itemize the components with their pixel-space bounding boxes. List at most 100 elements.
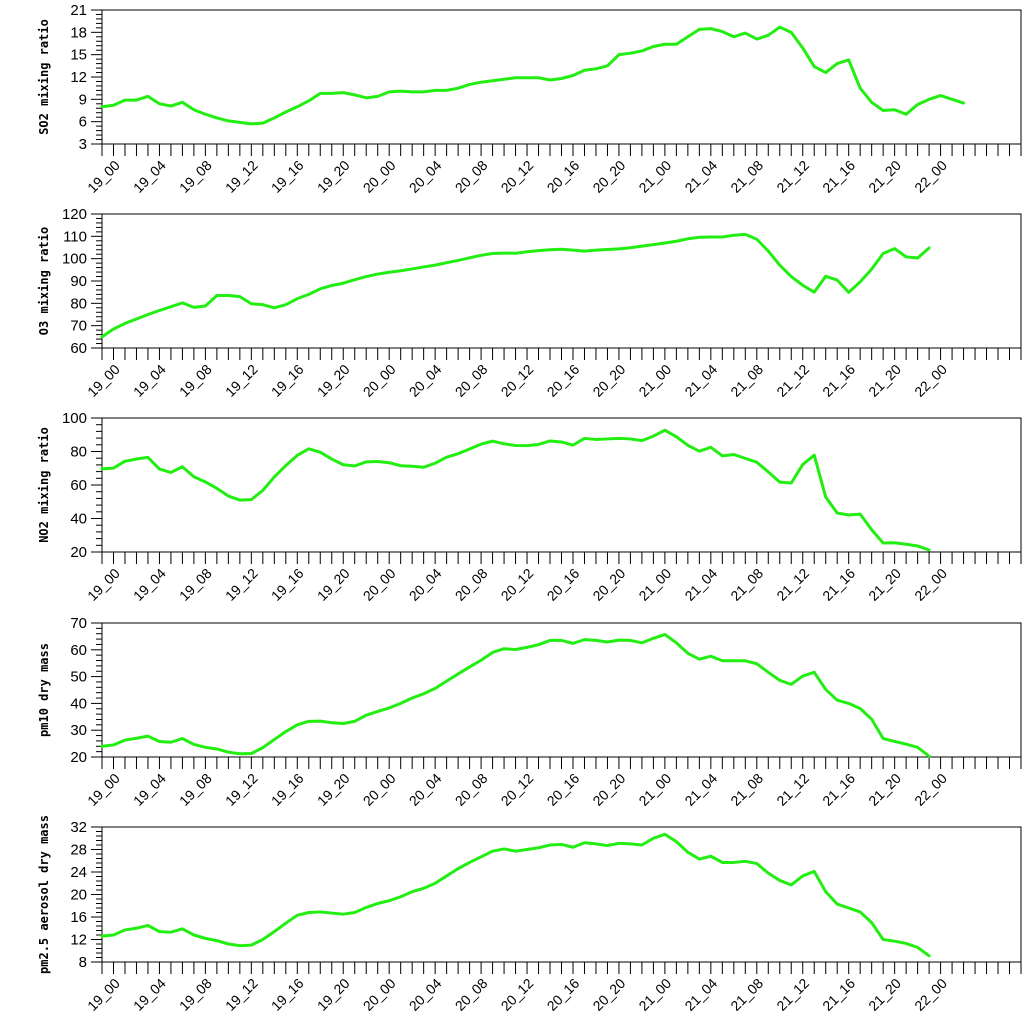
y-tick-label: 60 bbox=[70, 477, 87, 494]
x-tick-label: 21_20 bbox=[865, 770, 904, 809]
x-tick-label: 20_08 bbox=[452, 975, 491, 1014]
x-tick-label: 20_08 bbox=[452, 565, 491, 604]
x-tick-label: 20_04 bbox=[406, 157, 445, 196]
plot-frame bbox=[101, 213, 1022, 349]
x-tick-label: 19_12 bbox=[222, 157, 261, 196]
x-tick-label: 20_04 bbox=[406, 565, 445, 604]
x-tick-label: 19_20 bbox=[314, 565, 353, 604]
x-tick-label: 19_04 bbox=[130, 770, 169, 809]
x-tick-label: 21_12 bbox=[773, 565, 812, 604]
x-tick-label: 19_00 bbox=[84, 361, 123, 400]
series-line bbox=[100, 428, 931, 552]
y-tick-label: 120 bbox=[62, 206, 87, 223]
y-tick-label: 90 bbox=[70, 273, 87, 290]
x-tick-label: 21_08 bbox=[727, 975, 766, 1014]
y-tick-label: 21 bbox=[70, 2, 87, 19]
x-tick-label: 21_16 bbox=[819, 157, 858, 196]
y-tick-label: 60 bbox=[70, 340, 87, 357]
series-line bbox=[100, 832, 931, 958]
x-tick-label: 19_20 bbox=[314, 361, 353, 400]
x-tick-label: 20_20 bbox=[589, 975, 628, 1014]
x-tick-label: 19_20 bbox=[314, 975, 353, 1014]
x-tick-label: 21_04 bbox=[681, 975, 720, 1014]
x-tick-label: 20_04 bbox=[406, 361, 445, 400]
x-tick-label: 21_00 bbox=[635, 157, 674, 196]
y-tick-label: 12 bbox=[70, 69, 87, 86]
x-tick-label: 19_00 bbox=[84, 975, 123, 1014]
y-tick-label: 80 bbox=[70, 295, 87, 312]
y-tick-label: 110 bbox=[63, 228, 87, 245]
y-tick-label: 70 bbox=[70, 318, 87, 335]
x-tick-label: 19_12 bbox=[222, 565, 261, 604]
y-tick-label: 3 bbox=[79, 136, 87, 153]
x-tick-label: 21_16 bbox=[819, 975, 858, 1014]
x-tick-label: 19_12 bbox=[222, 361, 261, 400]
series-line bbox=[100, 633, 931, 758]
series-line bbox=[100, 232, 931, 339]
x-tick-label: 20_12 bbox=[498, 975, 537, 1014]
y-tick-label: 6 bbox=[79, 114, 87, 131]
x-tick-label: 19_16 bbox=[268, 157, 307, 196]
x-tick-label: 21_16 bbox=[819, 770, 858, 809]
x-tick-label: 20_12 bbox=[498, 361, 537, 400]
pm25-aerosol-dry-mass-panel: 8 12 16 20 24 28 32 pm2.5 aerosol dry mass 19_00… bbox=[37, 815, 1022, 1014]
x-tick-label: 21_08 bbox=[727, 565, 766, 604]
x-tick-label: 21_04 bbox=[681, 157, 720, 196]
pm10-dry-mass-panel: 20 30 40 50 60 70 pm10 dry mass 19_00 19_04 19_08… bbox=[37, 615, 1022, 809]
x-tick-label: 19_08 bbox=[176, 565, 215, 604]
x-tick-label: 21_04 bbox=[681, 361, 720, 400]
y-tick-label: 100 bbox=[62, 251, 87, 268]
y-tick-label: 30 bbox=[70, 722, 87, 739]
series-line bbox=[100, 25, 966, 126]
x-tick-label: 19_16 bbox=[268, 975, 307, 1014]
y-tick-label: 40 bbox=[70, 695, 87, 712]
x-tick-label: 20_00 bbox=[360, 361, 399, 400]
y-tick-label: 20 bbox=[70, 544, 87, 561]
y-tick-label: 24 bbox=[70, 864, 87, 881]
x-tick-label: 20_20 bbox=[589, 361, 628, 400]
x-tick-label: 19_20 bbox=[314, 157, 353, 196]
x-tick-label: 19_00 bbox=[84, 770, 123, 809]
x-tick-label: 21_16 bbox=[819, 361, 858, 400]
x-tick-label: 19_16 bbox=[268, 770, 307, 809]
x-tick-label: 19_08 bbox=[176, 361, 215, 400]
x-tick-label: 21_00 bbox=[635, 770, 674, 809]
x-tick-label: 22_00 bbox=[911, 565, 950, 604]
x-tick-label: 21_00 bbox=[635, 565, 674, 604]
x-tick-label: 20_16 bbox=[544, 975, 583, 1014]
x-tick-label: 22_00 bbox=[911, 770, 950, 809]
y-axis-label: O3 mixing ratio bbox=[37, 227, 51, 335]
x-tick-label: 22_00 bbox=[911, 157, 950, 196]
x-tick-label: 19_16 bbox=[268, 361, 307, 400]
y-tick-label: 12 bbox=[70, 932, 87, 949]
x-tick-label: 19_12 bbox=[222, 975, 261, 1014]
x-tick-label: 20_16 bbox=[544, 565, 583, 604]
y-tick-label: 100 bbox=[62, 410, 87, 427]
y-axis-label: SO2 mixing ratio bbox=[37, 19, 51, 135]
x-tick-label: 20_12 bbox=[498, 157, 537, 196]
plot-frame bbox=[101, 417, 1022, 553]
x-tick-label: 19_04 bbox=[130, 975, 169, 1014]
x-tick-label: 19_08 bbox=[176, 975, 215, 1014]
x-tick-label: 20_00 bbox=[360, 565, 399, 604]
x-tick-label: 21_08 bbox=[727, 361, 766, 400]
x-tick-label: 20_16 bbox=[544, 361, 583, 400]
x-tick-label: 21_16 bbox=[819, 565, 858, 604]
y-tick-label: 80 bbox=[70, 444, 87, 461]
x-tick-label: 21_08 bbox=[727, 770, 766, 809]
x-tick-label: 19_16 bbox=[268, 565, 307, 604]
x-tick-label: 21_12 bbox=[773, 361, 812, 400]
x-tick-label: 20_04 bbox=[406, 975, 445, 1014]
x-tick-label: 20_04 bbox=[406, 770, 445, 809]
y-axis-label: pm10 dry mass bbox=[37, 643, 51, 737]
x-tick-label: 20_08 bbox=[452, 770, 491, 809]
x-tick-label: 19_04 bbox=[130, 361, 169, 400]
x-tick-label: 19_00 bbox=[84, 565, 123, 604]
x-tick-label: 19_08 bbox=[176, 770, 215, 809]
x-tick-label: 21_12 bbox=[773, 770, 812, 809]
y-tick-label: 50 bbox=[70, 669, 87, 686]
x-tick-label: 20_00 bbox=[360, 157, 399, 196]
x-tick-label: 21_08 bbox=[727, 157, 766, 196]
